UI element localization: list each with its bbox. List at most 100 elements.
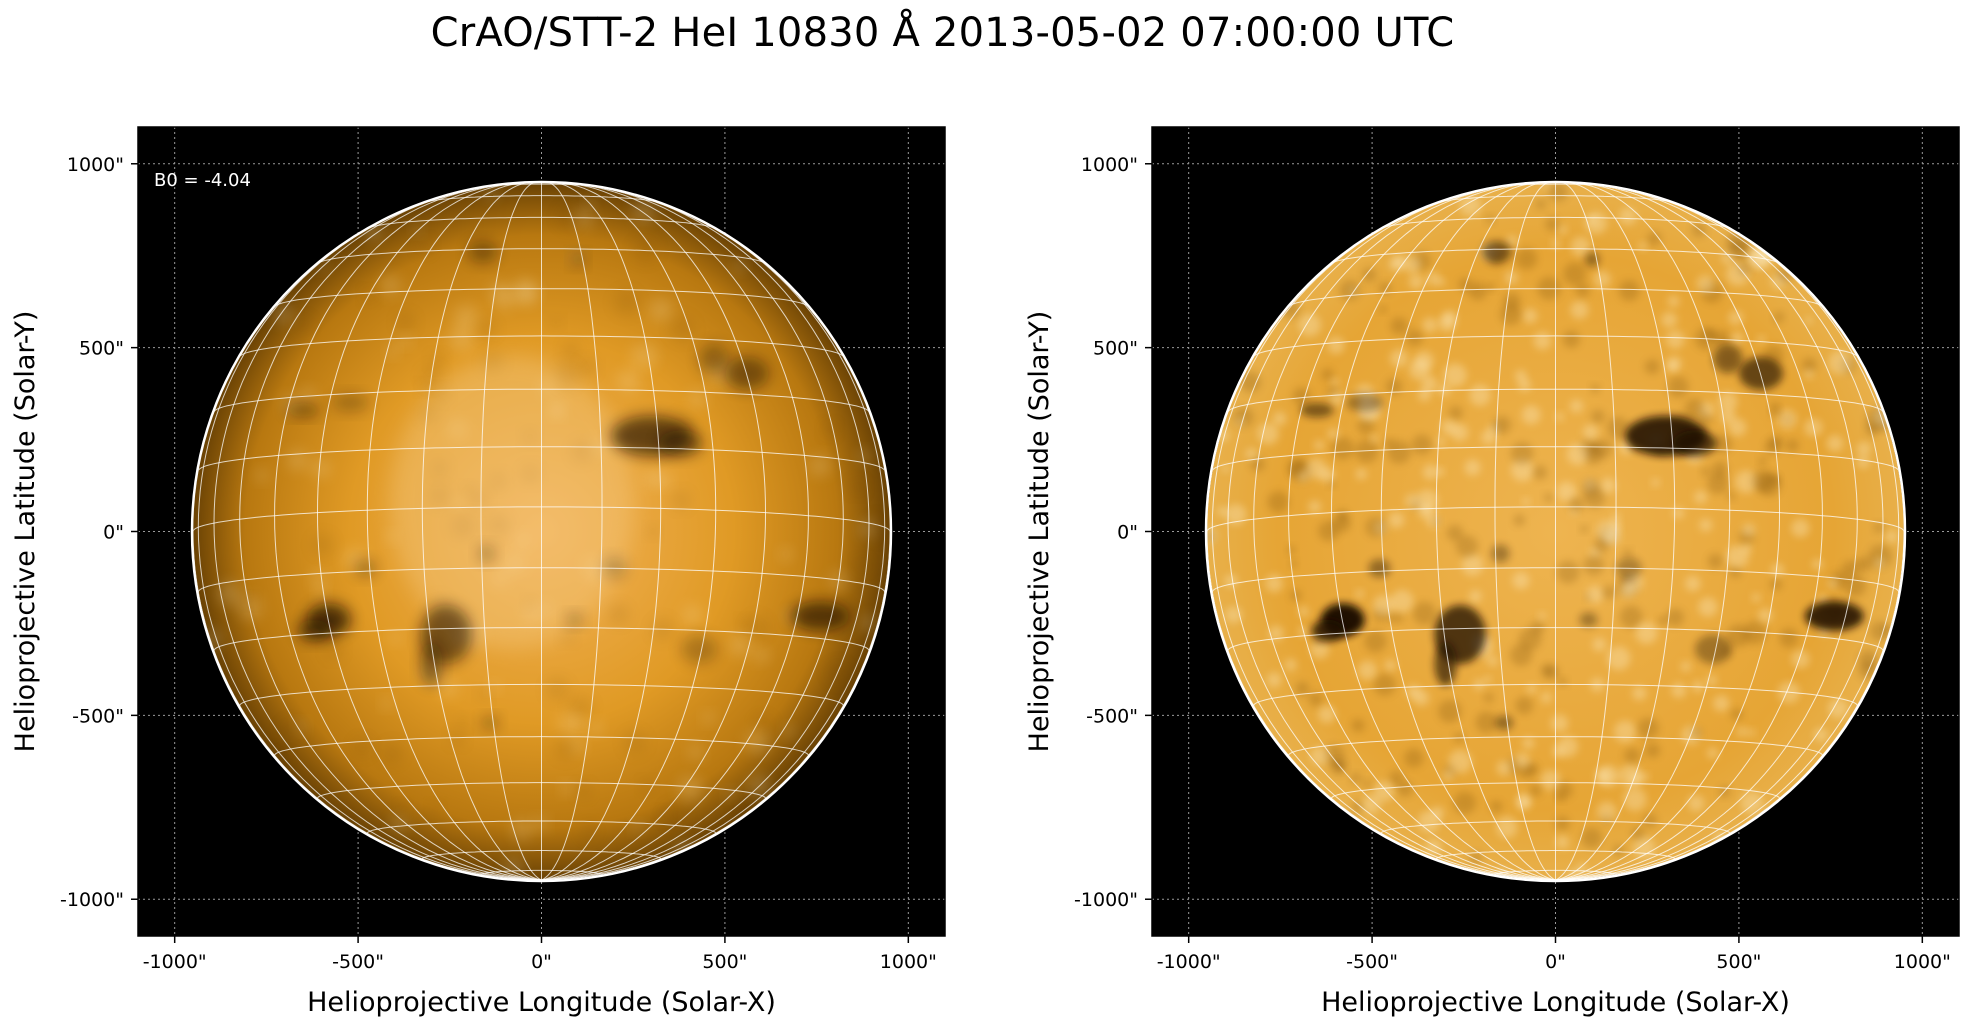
- mottle: [1484, 675, 1492, 684]
- dark-feature: [420, 641, 443, 686]
- mottle: [1600, 477, 1617, 494]
- mottle: [1684, 398, 1705, 419]
- mottle: [1485, 214, 1495, 224]
- mottle: [545, 677, 570, 701]
- central-brightening: [390, 355, 635, 649]
- parallel-line: [1253, 683, 1858, 706]
- mottle: [1298, 313, 1322, 337]
- mottle: [1513, 514, 1526, 526]
- mottle: [1687, 794, 1705, 812]
- mottle: [1418, 503, 1434, 519]
- mottle: [1245, 447, 1258, 461]
- mottle: [1468, 281, 1487, 301]
- b0-annotation: B0 = -4.04: [154, 170, 251, 191]
- dark-feature: [1804, 601, 1864, 631]
- mottle: [456, 715, 469, 729]
- mottle: [1370, 434, 1378, 443]
- mottle: [396, 312, 416, 332]
- mottle: [1257, 422, 1279, 445]
- mottle: [1558, 677, 1568, 687]
- mottle: [476, 318, 497, 339]
- mottle: [688, 744, 704, 761]
- mottle: [671, 491, 691, 510]
- parallel-line: [1435, 850, 1676, 860]
- mottle: [1350, 773, 1361, 784]
- mottle: [578, 358, 597, 377]
- mottle: [1741, 523, 1756, 537]
- parallel-line: [424, 195, 659, 203]
- mottle: [1436, 437, 1446, 447]
- mottle: [1566, 443, 1589, 466]
- x-tick-label: 500": [702, 951, 747, 973]
- mottle: [1469, 851, 1483, 865]
- parallel-line: [274, 288, 809, 307]
- mottle: [1455, 535, 1478, 558]
- x-tick-label: -1000": [143, 951, 207, 973]
- mottle: [745, 729, 770, 755]
- mottle: [1526, 762, 1539, 775]
- meridian-line: [421, 183, 542, 880]
- mottle: [352, 737, 373, 758]
- mottle: [1548, 183, 1568, 202]
- mottle: [1770, 563, 1785, 577]
- mottle: [1555, 835, 1569, 849]
- mottle: [1374, 781, 1395, 802]
- mottle: [1475, 711, 1498, 734]
- mottle: [1446, 524, 1464, 542]
- parallel-line: [318, 248, 765, 264]
- mottle: [1844, 575, 1866, 597]
- mottle: [1696, 275, 1715, 293]
- mottle: [1373, 594, 1394, 616]
- mottle: [1667, 295, 1680, 308]
- mottle: [1575, 283, 1590, 298]
- mottle: [1388, 511, 1405, 528]
- y-tick-label: -1000": [1074, 889, 1138, 911]
- mottle: [809, 454, 831, 477]
- y-tick-label: -500": [1086, 705, 1138, 727]
- mottle: [1469, 590, 1482, 603]
- mottle: [1421, 375, 1438, 392]
- mottle: [657, 809, 672, 824]
- mottle: [272, 303, 294, 325]
- mottle: [1487, 655, 1498, 667]
- mottle: [827, 661, 850, 685]
- mottle: [1362, 267, 1377, 282]
- mottle: [1387, 440, 1411, 464]
- mottle: [1514, 752, 1531, 769]
- meridian-line: [541, 183, 662, 880]
- meridian-line: [1288, 183, 1556, 880]
- mottle: [647, 525, 659, 538]
- mottle: [1657, 616, 1667, 626]
- mottle: [1612, 844, 1625, 857]
- mottle: [1727, 492, 1736, 501]
- mottle: [439, 679, 458, 698]
- mottle: [1390, 317, 1408, 335]
- mottle: [1305, 458, 1327, 480]
- mottle: [573, 717, 585, 728]
- parallel-line: [1438, 195, 1673, 203]
- meridian-line: [197, 206, 542, 880]
- mottle: [1515, 696, 1534, 715]
- parallel-line: [1254, 335, 1857, 357]
- mottle: [1777, 409, 1797, 429]
- mottle: [389, 632, 401, 645]
- mottle: [1569, 399, 1584, 413]
- mottle: [1828, 351, 1852, 375]
- mottle: [1606, 416, 1630, 440]
- parallel-line: [1212, 446, 1899, 471]
- mottle: [1522, 308, 1538, 324]
- mottle: [1357, 417, 1375, 435]
- dark-feature: [1713, 343, 1743, 374]
- mottle: [1874, 558, 1885, 568]
- meridian-line: [1555, 183, 1676, 880]
- mottle: [1737, 726, 1747, 737]
- dark-feature: [297, 619, 331, 642]
- x-tick-label: 0": [1545, 951, 1566, 973]
- mottle: [584, 195, 596, 207]
- parallel-line: [366, 820, 717, 834]
- meridian-line: [541, 183, 603, 880]
- mottle: [1404, 748, 1424, 768]
- mottle: [1422, 317, 1438, 333]
- parallel-line: [1288, 736, 1823, 756]
- mottle: [1225, 606, 1243, 624]
